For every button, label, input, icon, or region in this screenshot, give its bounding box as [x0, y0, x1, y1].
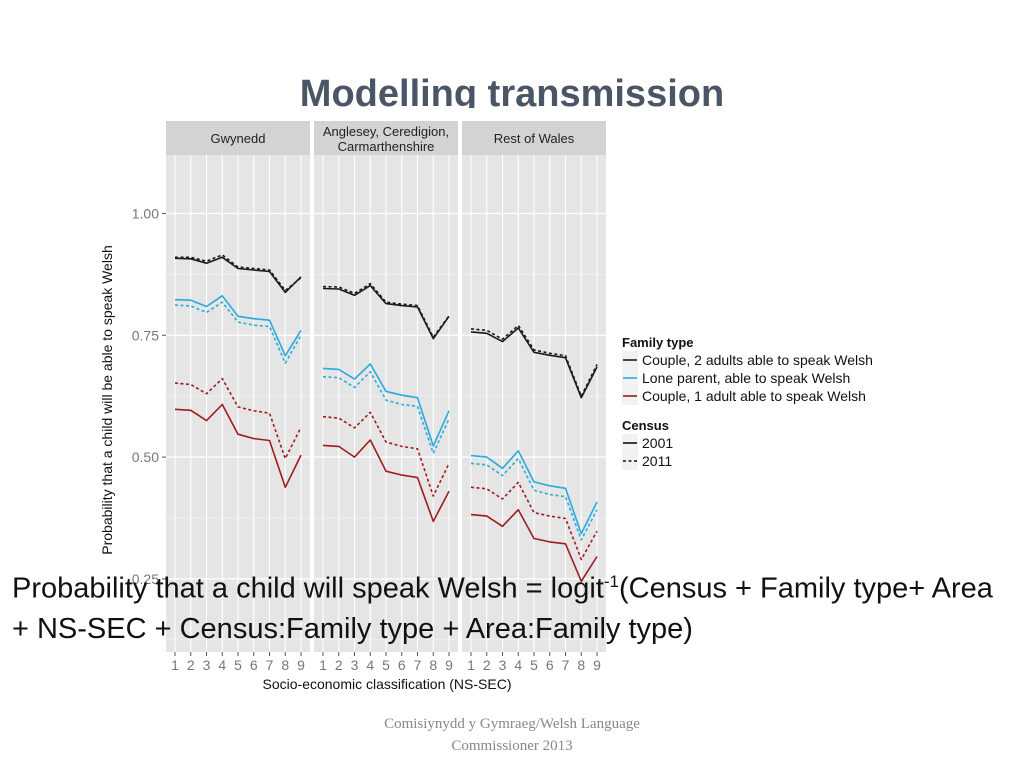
- x-tick-label: 2: [187, 657, 195, 673]
- legend-label-census: 2001: [642, 435, 673, 451]
- x-tick-label: 6: [250, 657, 258, 673]
- x-tick-label: 9: [445, 657, 453, 673]
- legend-label-family: Couple, 2 adults able to speak Welsh: [642, 352, 873, 368]
- x-tick-label: 8: [281, 657, 289, 673]
- x-tick-label: 5: [530, 657, 538, 673]
- slide-title: Modelling transmission: [299, 73, 725, 108]
- series-line-2001: [322, 439, 450, 523]
- y-axis: 0.25 0.50 0.75 1.00: [132, 205, 166, 587]
- legend-title-census: Census: [622, 418, 669, 433]
- x-tick-label: 7: [562, 657, 570, 673]
- x-tick-label: 7: [266, 657, 274, 673]
- x-tick-label: 1: [171, 657, 179, 673]
- x-tick-label: 5: [382, 657, 390, 673]
- x-tick-label: 4: [366, 657, 374, 673]
- footer-credit: Comisiynydd y Gymraeg/Welsh Language Com…: [0, 713, 1024, 757]
- x-tick-label: 6: [546, 657, 554, 673]
- x-tick-label: 1: [319, 657, 327, 673]
- chart-legend: Family type Couple, 2 adults able to spea…: [622, 335, 873, 470]
- formula-part-1: Probability that a child will speak Wels…: [12, 572, 604, 605]
- x-tick-label: 8: [429, 657, 437, 673]
- panel-title: Gwynedd: [211, 131, 266, 146]
- legend-title-family: Family type: [622, 335, 694, 350]
- x-tick-label: 3: [351, 657, 359, 673]
- series-line-2001: [322, 363, 450, 447]
- series-line-2001: [470, 449, 598, 535]
- panel-strip: [462, 121, 606, 155]
- footer-line-1: Comisiynydd y Gymraeg/Welsh Language: [384, 716, 640, 732]
- series-line-2011: [174, 377, 302, 460]
- formula-superscript: -1: [603, 572, 619, 591]
- legend-label-family: Couple, 1 adult able to speak Welsh: [642, 388, 866, 404]
- panel-0: Gwynedd 1 2 3 4 5 6 7 8 9: [166, 121, 310, 673]
- x-tick-label: 1: [467, 657, 475, 673]
- y-axis-label: Probability that a child will be able to…: [99, 245, 115, 554]
- series-line-2001: [174, 403, 302, 489]
- series-line-2011: [470, 481, 598, 561]
- y-tick-label: 0.50: [132, 449, 159, 465]
- panel-title: Rest of Wales: [494, 131, 575, 146]
- x-tick-label: 9: [593, 657, 601, 673]
- series-line-2001: [470, 327, 598, 399]
- y-tick-label: 0.25: [132, 571, 159, 587]
- x-tick-label: 2: [483, 657, 491, 673]
- panel-strip: [166, 121, 310, 155]
- x-tick-label: 3: [499, 657, 507, 673]
- panel-title: Carmarthenshire: [338, 139, 435, 154]
- panel-2: Rest of Wales 1 2 3 4 5 6 7 8 9: [462, 121, 606, 673]
- x-tick-label: 9: [297, 657, 305, 673]
- legend-label-census: 2011: [642, 453, 672, 469]
- series-line-2001: [174, 256, 302, 294]
- x-tick-label: 2: [335, 657, 343, 673]
- x-tick-label: 4: [514, 657, 522, 673]
- x-tick-label: 8: [577, 657, 585, 673]
- series-line-2001: [174, 294, 302, 357]
- panel-1: Anglesey, Ceredigion,Carmarthenshire 1 2 3 4…: [314, 121, 458, 673]
- legend-label-family: Lone parent, able to speak Welsh: [642, 370, 850, 386]
- series-line-2011: [322, 411, 450, 497]
- model-formula: Probability that a child will speak Wels…: [12, 562, 1016, 649]
- y-tick-label: 1.00: [132, 205, 159, 221]
- x-tick-label: 4: [218, 657, 226, 673]
- footer-line-2: Commissioner 2013: [451, 738, 573, 754]
- x-tick-label: 3: [203, 657, 211, 673]
- x-axis-label: Socio-economic classification (NS-SEC): [263, 676, 512, 692]
- y-tick-label: 0.75: [132, 327, 159, 343]
- series-line-2011: [470, 457, 598, 541]
- x-tick-label: 5: [234, 657, 242, 673]
- panel-strip: [314, 121, 458, 155]
- series-line-2011: [322, 370, 450, 455]
- x-tick-label: 7: [414, 657, 422, 673]
- series-line-2011: [175, 254, 302, 292]
- panel-title: Anglesey, Ceredigion,: [323, 124, 449, 139]
- formula-part-2: (Census + Family type+ Area + NS-SEC + C…: [12, 572, 993, 645]
- series-line-2011: [470, 324, 598, 398]
- series-line-2001: [470, 508, 598, 583]
- x-tick-label: 6: [398, 657, 406, 673]
